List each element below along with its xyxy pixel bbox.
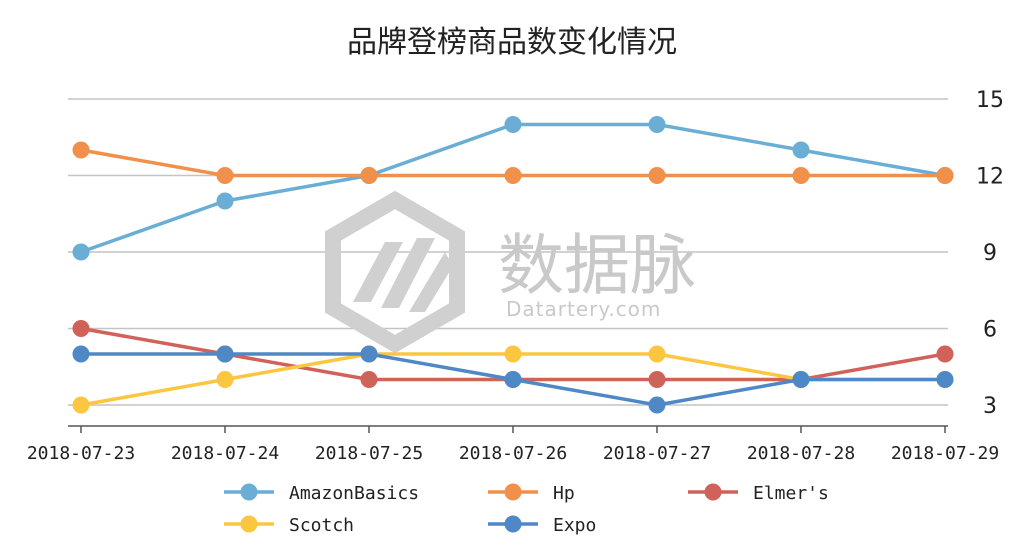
legend-label: Expo bbox=[553, 515, 596, 536]
legend-item: Expo bbox=[488, 515, 596, 536]
watermark-logo-icon bbox=[325, 190, 465, 354]
y-tick-label: 3 bbox=[983, 394, 997, 419]
legend-label: Scotch bbox=[289, 515, 354, 536]
data-point bbox=[936, 167, 954, 184]
watermark: 数据脉 Datartery.com bbox=[325, 190, 696, 354]
y-tick-label: 9 bbox=[983, 241, 997, 266]
legend-label: AmazonBasics bbox=[289, 483, 419, 504]
chart-title: 品牌登榜商品数变化情况 bbox=[347, 25, 677, 60]
legend-label: Elmer's bbox=[753, 483, 829, 504]
data-point bbox=[360, 167, 378, 184]
data-point bbox=[792, 371, 810, 388]
data-point bbox=[792, 141, 810, 159]
data-point bbox=[216, 371, 234, 388]
data-point bbox=[72, 243, 90, 261]
legend-item: Scotch bbox=[224, 515, 354, 536]
x-tick-label: 2018-07-24 bbox=[171, 443, 279, 464]
x-tick-label: 2018-07-25 bbox=[315, 443, 423, 464]
data-point bbox=[936, 345, 954, 363]
data-point bbox=[648, 167, 666, 184]
data-point bbox=[648, 345, 666, 363]
data-point bbox=[216, 192, 234, 210]
data-point bbox=[648, 371, 666, 388]
y-axis-ticks: 3 6 9 12 15 bbox=[976, 88, 1004, 419]
data-point bbox=[504, 167, 522, 184]
data-point bbox=[360, 371, 378, 388]
series-hp bbox=[72, 141, 954, 184]
legend-item: Hp bbox=[488, 483, 575, 504]
legend-marker bbox=[240, 483, 258, 501]
data-point bbox=[216, 345, 234, 363]
data-point bbox=[360, 345, 378, 363]
data-point bbox=[648, 116, 666, 133]
legend-item: AmazonBasics bbox=[224, 483, 419, 504]
x-tick-label: 2018-07-28 bbox=[747, 443, 855, 464]
x-tick-label: 2018-07-26 bbox=[459, 443, 567, 464]
data-point bbox=[504, 345, 522, 363]
data-point bbox=[72, 141, 90, 159]
legend: AmazonBasics Hp Elmer's Scotch Expo bbox=[224, 483, 829, 536]
data-point bbox=[504, 116, 522, 133]
watermark-text-cn: 数据脉 bbox=[498, 227, 696, 304]
data-point bbox=[792, 167, 810, 184]
y-tick-label: 6 bbox=[983, 318, 997, 343]
series-expo bbox=[72, 345, 954, 414]
data-point bbox=[936, 371, 954, 388]
data-point bbox=[72, 396, 90, 414]
data-point bbox=[648, 396, 666, 414]
data-point bbox=[72, 320, 90, 337]
legend-marker bbox=[704, 483, 722, 501]
data-point bbox=[72, 345, 90, 363]
data-point bbox=[216, 167, 234, 184]
x-tick-label: 2018-07-27 bbox=[603, 443, 711, 464]
series-lines bbox=[72, 116, 954, 414]
legend-marker bbox=[240, 515, 258, 533]
y-tick-label: 15 bbox=[976, 88, 1004, 113]
y-tick-label: 12 bbox=[976, 165, 1004, 190]
watermark-text-en: Datartery.com bbox=[506, 297, 661, 321]
x-axis: 2018-07-23 2018-07-24 2018-07-25 2018-07-26… bbox=[27, 425, 999, 464]
data-point bbox=[504, 371, 522, 388]
x-tick-label: 2018-07-29 bbox=[891, 443, 999, 464]
x-tick-label: 2018-07-23 bbox=[27, 443, 135, 464]
legend-item: Elmer's bbox=[688, 483, 829, 504]
legend-marker bbox=[504, 483, 522, 501]
legend-marker bbox=[504, 515, 522, 533]
legend-label: Hp bbox=[553, 483, 575, 504]
